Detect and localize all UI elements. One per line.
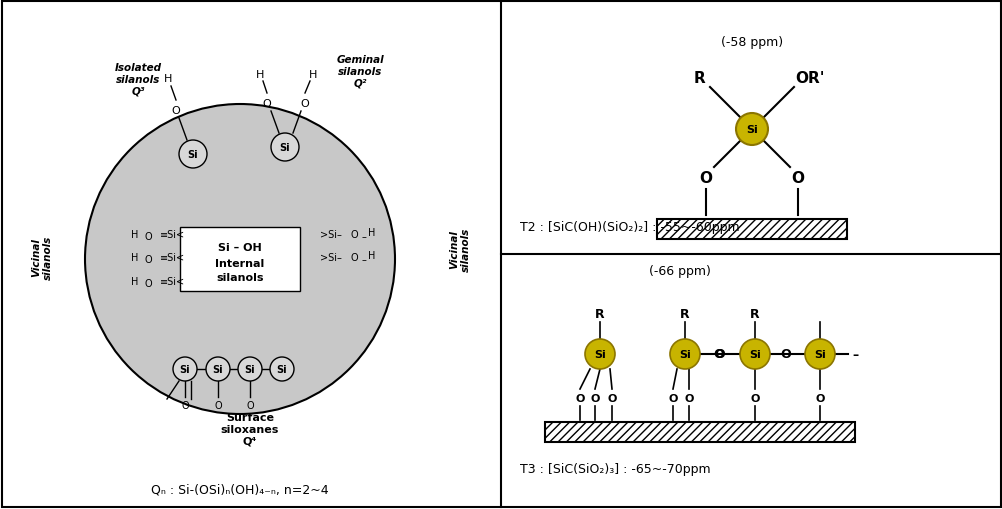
Text: Si: Si [277,364,287,374]
Text: O: O [590,393,599,403]
Text: O: O [350,252,358,263]
Circle shape [584,340,614,369]
Text: (-66 ppm): (-66 ppm) [648,265,710,278]
Text: O: O [181,400,188,410]
Text: R: R [749,308,760,321]
Text: ≡Si<: ≡Si< [160,230,185,240]
Text: Si: Si [593,349,605,359]
Text: R: R [693,70,705,86]
Text: –: – [361,232,366,242]
Text: –O–: –O– [707,348,730,361]
Text: H: H [309,70,317,80]
Text: Si: Si [179,364,190,374]
Text: H: H [131,276,138,287]
Text: O: O [144,254,151,265]
Circle shape [205,357,229,381]
Circle shape [735,114,768,146]
FancyBboxPatch shape [179,228,300,292]
Text: Isolated
silanols
Q³: Isolated silanols Q³ [114,63,161,96]
Text: >Si–: >Si– [320,230,342,240]
Text: ≡Si<: ≡Si< [160,276,185,287]
Bar [656,219,846,240]
Text: H: H [256,70,264,80]
Text: –O–: –O– [775,348,798,361]
Text: O: O [698,170,711,185]
Text: Si: Si [212,364,223,374]
Text: Si: Si [748,349,761,359]
Text: ≡Si<: ≡Si< [160,252,185,263]
Text: >Si–: >Si– [320,252,342,263]
Circle shape [271,134,299,162]
Text: R: R [679,308,689,321]
Text: O: O [350,230,358,240]
Text: T3 : [SiC(SiO₂)₃] : -65~-70ppm: T3 : [SiC(SiO₂)₃] : -65~-70ppm [519,463,709,475]
Text: silanols: silanols [216,272,264,282]
Text: Si: Si [280,143,290,153]
Text: Si: Si [678,349,690,359]
Text: O: O [144,232,151,242]
Text: –: – [361,254,366,265]
Circle shape [805,340,835,369]
Text: H: H [163,74,172,84]
Text: O: O [144,278,151,289]
Bar [544,422,854,442]
Text: H: H [368,250,376,261]
Text: O: O [683,393,693,403]
Bar [544,422,854,442]
Text: Geminal
silanols
Q²: Geminal silanols Q² [336,55,384,89]
Text: H: H [131,230,138,240]
Text: OR': OR' [795,70,824,86]
Text: O: O [171,106,180,116]
Text: O: O [749,393,759,403]
Text: O: O [214,400,221,410]
Text: O: O [714,348,724,361]
Text: O: O [263,99,272,109]
Text: Si – OH: Si – OH [217,242,262,252]
Circle shape [178,140,206,168]
Text: R: R [594,308,604,321]
Text: Si: Si [244,364,256,374]
Text: T2 : [SiC(OH)(SiO₂)₂] : -55~-60ppm: T2 : [SiC(OH)(SiO₂)₂] : -55~-60ppm [519,221,738,234]
Text: Si: Si [814,349,825,359]
Text: (-58 ppm): (-58 ppm) [720,36,783,48]
Circle shape [237,357,262,381]
Text: Si: Si [745,125,758,135]
Circle shape [270,357,294,381]
Text: O: O [301,99,309,109]
Text: O: O [667,393,677,403]
Text: Surface
siloxanes
Q⁴: Surface siloxanes Q⁴ [220,413,279,446]
Text: O: O [245,400,254,410]
Circle shape [85,105,395,414]
Text: Vicinal
silanols: Vicinal silanols [449,228,470,272]
Circle shape [739,340,770,369]
Text: Internal: Internal [215,259,265,268]
Circle shape [172,357,196,381]
Text: Qₙ : Si-(OSi)ₙ(OH)₄₋ₙ, n=2~4: Qₙ : Si-(OSi)ₙ(OH)₄₋ₙ, n=2~4 [151,483,329,496]
Text: Si: Si [187,150,198,160]
Text: –: – [851,348,858,361]
Text: H: H [368,228,376,238]
Text: O: O [575,393,584,403]
Bar [656,219,846,240]
Text: O: O [791,170,804,185]
Text: O: O [815,393,824,403]
Text: Vicinal
silanols: Vicinal silanols [31,235,53,279]
Text: H: H [131,252,138,263]
Circle shape [669,340,699,369]
Text: O: O [606,393,616,403]
